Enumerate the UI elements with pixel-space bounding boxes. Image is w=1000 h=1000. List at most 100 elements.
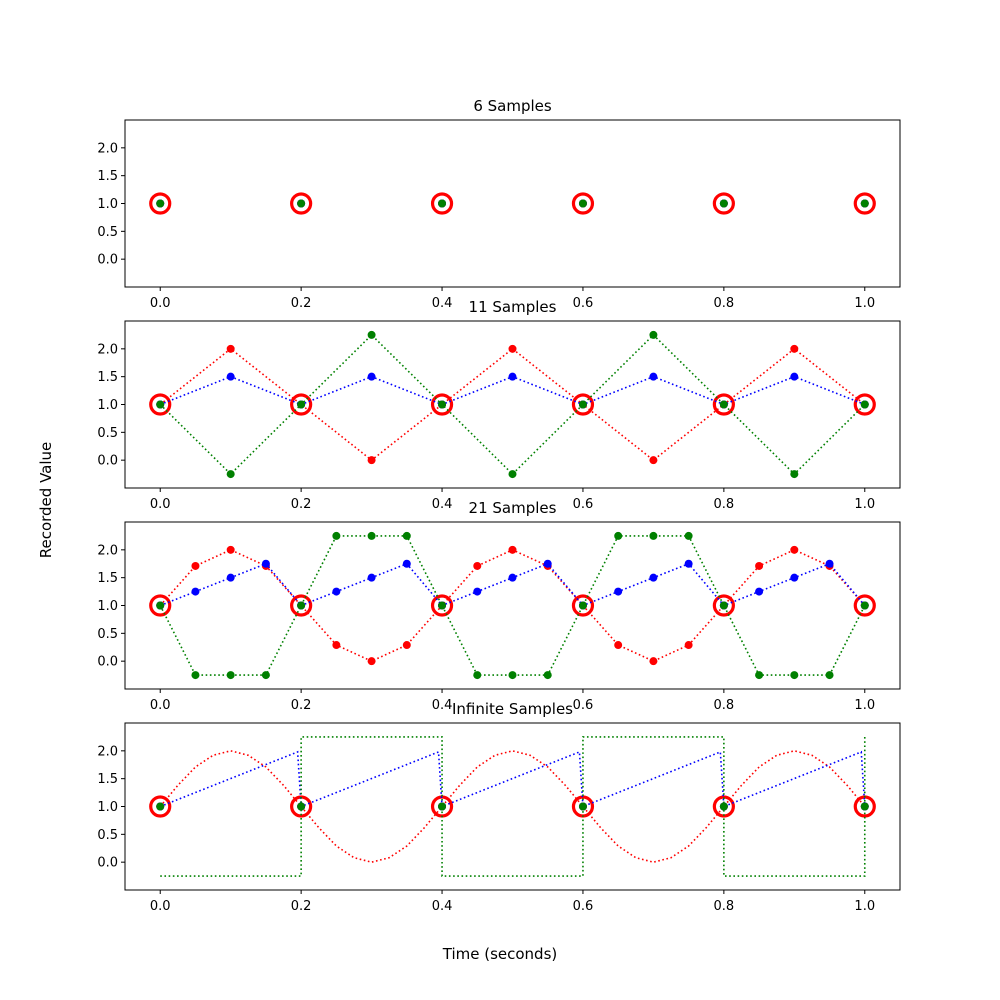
- green-point: [684, 531, 693, 540]
- x-tick-label: 0.4: [432, 899, 453, 914]
- panel-4: Infinite Samples 0.0 0.2 0.4 0.6 0.8 1.0 0.0 0.5…: [97, 700, 901, 914]
- panel-title: Infinite Samples: [452, 700, 573, 718]
- red-point: [649, 456, 658, 465]
- blue-point: [543, 559, 552, 568]
- sample-ring: [430, 192, 454, 215]
- axes-frame: [124, 320, 901, 489]
- blue-point: [226, 573, 235, 582]
- x-tick-label: 1.0: [854, 698, 875, 713]
- y-tick-label: 1.5: [97, 772, 118, 787]
- red-point: [367, 456, 376, 465]
- y-tick-label: 1.5: [97, 169, 118, 184]
- sample-ring: [712, 393, 735, 416]
- green-point: [578, 400, 587, 409]
- green-point: [191, 671, 200, 680]
- panels: 6 Samples 0.0 0.2 0.4 0.6 0.8 1.0 0.0 0.5 1.0 1.5 2…: [97, 97, 901, 914]
- sample-ring: [290, 594, 313, 617]
- x-tick-label: 0.8: [714, 899, 735, 914]
- x-tick-label: 0.2: [291, 296, 312, 311]
- sample-ring: [712, 594, 735, 617]
- sample-ring: [149, 192, 172, 215]
- green-series-line: [159, 535, 866, 676]
- panel-title: 11 Samples: [469, 298, 557, 316]
- y-tick-label: 0.0: [97, 856, 118, 871]
- red-point: [508, 344, 517, 353]
- y-tick-label: 1.0: [97, 398, 118, 413]
- green-point: [614, 531, 623, 540]
- y-tick-label: 1.5: [97, 370, 118, 385]
- green-point: [825, 671, 834, 680]
- red-point: [790, 344, 799, 353]
- x-tick-label: 0.4: [432, 296, 453, 311]
- green-point: [438, 199, 447, 208]
- green-point: [719, 601, 728, 610]
- x-tick-label: 0.8: [714, 497, 735, 512]
- panel-3: 21 Samples 0.0 0.2 0.4 0.6 0.8 1.0 0.0 0.5 1.0 1.5…: [97, 499, 901, 713]
- red-point: [226, 344, 235, 353]
- blue-point: [332, 587, 341, 596]
- sample-ring: [149, 594, 172, 617]
- y-tick-label: 0.0: [97, 655, 118, 670]
- green-point: [473, 671, 482, 680]
- green-point: [226, 470, 235, 479]
- axes-frame: [124, 722, 901, 891]
- x-tick-label: 0.0: [150, 296, 171, 311]
- sample-ring: [712, 795, 735, 818]
- y-tick-label: 0.0: [97, 253, 118, 268]
- red-series-line: [159, 347, 866, 462]
- y-tick-label: 0.5: [97, 828, 118, 843]
- green-point: [226, 671, 235, 680]
- green-point: [543, 671, 552, 680]
- red-point: [226, 545, 235, 554]
- green-sample-point: [297, 802, 306, 811]
- green-point: [402, 531, 411, 540]
- sample-ring: [853, 192, 876, 215]
- y-tick-label: 2.0: [97, 342, 118, 357]
- blue-point: [226, 372, 235, 381]
- green-point: [755, 671, 764, 680]
- y-tick-label: 0.5: [97, 225, 118, 240]
- x-tick-label: 0.8: [714, 296, 735, 311]
- blue-point: [755, 587, 764, 596]
- x-tick-label: 1.0: [854, 296, 875, 311]
- green-point: [790, 671, 799, 680]
- panel-title: 6 Samples: [473, 97, 552, 115]
- green-sample-point: [578, 802, 587, 811]
- x-tick-label: 0.6: [573, 698, 594, 713]
- green-point: [156, 400, 165, 409]
- green-sample-point: [719, 802, 728, 811]
- blue-point: [614, 587, 623, 596]
- red-point: [191, 561, 200, 570]
- axes-frame: [124, 119, 901, 288]
- y-axis-label: Recorded Value: [37, 442, 55, 559]
- green-point: [860, 400, 869, 409]
- green-point: [649, 330, 658, 339]
- blue-point: [790, 573, 799, 582]
- panel-2: 11 Samples 0.0 0.2 0.4 0.6 0.8 1.0 0.0 0.5 1.0 1.5…: [97, 298, 901, 512]
- y-tick-label: 1.5: [97, 571, 118, 586]
- x-tick-label: 0.2: [291, 698, 312, 713]
- blue-point: [684, 559, 693, 568]
- green-point: [297, 199, 306, 208]
- sample-ring: [149, 795, 172, 818]
- blue-point: [649, 372, 658, 381]
- sample-ring: [290, 393, 313, 416]
- x-tick-label: 1.0: [854, 497, 875, 512]
- blue-point: [402, 559, 411, 568]
- green-point: [508, 671, 517, 680]
- green-point: [438, 400, 447, 409]
- blue-point: [508, 573, 517, 582]
- x-axis-label: Time (seconds): [442, 945, 558, 963]
- green-point: [508, 470, 517, 479]
- x-tick-label: 0.0: [150, 899, 171, 914]
- x-tick-label: 0.8: [714, 698, 735, 713]
- red-point: [614, 641, 623, 650]
- red-point: [755, 561, 764, 570]
- y-tick-label: 2.0: [97, 543, 118, 558]
- y-tick-label: 1.0: [97, 800, 118, 815]
- y-tick-label: 1.0: [97, 599, 118, 614]
- red-point: [684, 641, 693, 650]
- plot-area: [149, 736, 876, 877]
- red-point: [473, 561, 482, 570]
